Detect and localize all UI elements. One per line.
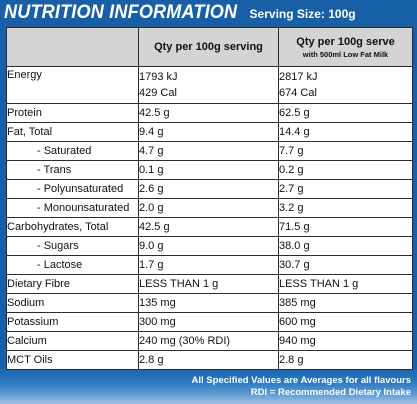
- table-row: Fat, Total 9.4 g 14.4 g: [6, 122, 413, 142]
- nutrient-name: Potassium: [6, 312, 139, 332]
- table-row: - Sugars 9.0 g 38.0 g: [6, 236, 413, 256]
- nutrient-name: - Lactose: [6, 255, 139, 275]
- value-per-100g: 240 mg (30% RDI): [138, 331, 279, 351]
- value-per-100g: LESS THAN 1 g: [138, 274, 279, 294]
- value-with-milk: 940 mg: [278, 331, 413, 351]
- panel-header: NUTRITION INFORMATION Serving Size: 100g: [4, 2, 417, 26]
- serving-size: Serving Size: 100g: [249, 7, 356, 21]
- energy-cal: 429 Cal: [139, 87, 177, 99]
- energy-cal: 674 Cal: [279, 87, 317, 99]
- nutrient-name: MCT Oils: [6, 350, 139, 370]
- nutrient-name: Dietary Fibre: [6, 274, 139, 294]
- table-row: Potassium 300 mg 600 mg: [6, 312, 413, 332]
- footnotes: All Specified Values are Averages for al…: [192, 375, 411, 399]
- value-with-milk: 14.4 g: [278, 122, 413, 142]
- nutrient-name: Fat, Total: [6, 122, 139, 142]
- table-row: Dietary Fibre LESS THAN 1 g LESS THAN 1 …: [6, 274, 413, 294]
- table-row: MCT Oils 2.8 g 2.8 g: [6, 350, 413, 370]
- energy-kj: 1793 kJ: [139, 71, 178, 83]
- table-row: Calcium 240 mg (30% RDI) 940 mg: [6, 331, 413, 351]
- value-per-100g: 135 mg: [138, 293, 279, 313]
- value-with-milk: 3.2 g: [278, 198, 413, 218]
- background-texture: [0, 364, 417, 404]
- value-with-milk: LESS THAN 1 g: [278, 274, 413, 294]
- footnote-averages: All Specified Values are Averages for al…: [191, 375, 411, 386]
- header-with-milk: Qty per 100g serve with 500ml Low Fat Mi…: [278, 27, 413, 67]
- value-per-100g: 2.8 g: [138, 350, 279, 370]
- table-row: - Polyunsaturated 2.6 g 2.7 g: [6, 179, 413, 199]
- value-with-milk: 30.7 g: [278, 255, 413, 275]
- header-per-100g-label: Qty per 100g serving: [154, 41, 263, 53]
- value-with-milk: 0.2 g: [278, 160, 413, 180]
- header-with-milk-label: Qty per 100g serve: [296, 35, 395, 48]
- value-per-100g: 42.5 g: [138, 103, 279, 123]
- nutrient-name: Calcium: [6, 331, 139, 351]
- value-per-100g: 300 mg: [138, 312, 279, 332]
- nutrient-name: - Trans: [6, 160, 139, 180]
- nutrient-name: - Saturated: [6, 141, 139, 161]
- value-with-milk: 2817 kJ 674 Cal: [278, 66, 413, 104]
- table-header-row: Qty per 100g serving Qty per 100g serve …: [6, 27, 413, 67]
- value-with-milk: 2.8 g: [278, 350, 413, 370]
- value-per-100g: 9.4 g: [138, 122, 279, 142]
- value-with-milk: 385 mg: [278, 293, 413, 313]
- value-per-100g: 2.6 g: [138, 179, 279, 199]
- nutrient-name: Energy: [6, 66, 139, 104]
- header-per-100g: Qty per 100g serving: [138, 27, 279, 67]
- nutrient-name: Protein: [6, 103, 139, 123]
- table-row: Sodium 135 mg 385 mg: [6, 293, 413, 313]
- panel-title: NUTRITION INFORMATION: [4, 2, 238, 23]
- table-row: - Trans 0.1 g 0.2 g: [6, 160, 413, 180]
- nutrient-name: Sodium: [6, 293, 139, 313]
- value-with-milk: 38.0 g: [278, 236, 413, 256]
- value-with-milk: 62.5 g: [278, 103, 413, 123]
- nutrient-name: - Monounsaturated: [6, 198, 139, 218]
- table-row: Energy 1793 kJ 429 Cal 2817 kJ 674 Cal: [6, 66, 413, 104]
- nutrient-name: - Sugars: [6, 236, 139, 256]
- table-row: Carbohydrates, Total 42.5 g 71.5 g: [6, 217, 413, 237]
- nutrient-name: - Polyunsaturated: [6, 179, 139, 199]
- header-empty-cell: [6, 27, 139, 67]
- value-per-100g: 1793 kJ 429 Cal: [138, 66, 279, 104]
- value-per-100g: 42.5 g: [138, 217, 279, 237]
- value-with-milk: 600 mg: [278, 312, 413, 332]
- nutrition-table: Qty per 100g serving Qty per 100g serve …: [6, 27, 413, 370]
- value-per-100g: 0.1 g: [138, 160, 279, 180]
- value-with-milk: 71.5 g: [278, 217, 413, 237]
- nutrient-name: Carbohydrates, Total: [6, 217, 139, 237]
- value-per-100g: 1.7 g: [138, 255, 279, 275]
- table-row: - Saturated 4.7 g 7.7 g: [6, 141, 413, 161]
- header-with-milk-sublabel: with 500ml Low Fat Milk: [302, 49, 389, 59]
- value-with-milk: 7.7 g: [278, 141, 413, 161]
- footnote-rdi: RDI = Recommended Dietary Intake: [250, 387, 411, 398]
- value-with-milk: 2.7 g: [278, 179, 413, 199]
- energy-kj: 2817 kJ: [279, 71, 318, 83]
- table-row: - Lactose 1.7 g 30.7 g: [6, 255, 413, 275]
- table-row: - Monounsaturated 2.0 g 3.2 g: [6, 198, 413, 218]
- table-row: Protein 42.5 g 62.5 g: [6, 103, 413, 123]
- value-per-100g: 2.0 g: [138, 198, 279, 218]
- value-per-100g: 4.7 g: [138, 141, 279, 161]
- value-per-100g: 9.0 g: [138, 236, 279, 256]
